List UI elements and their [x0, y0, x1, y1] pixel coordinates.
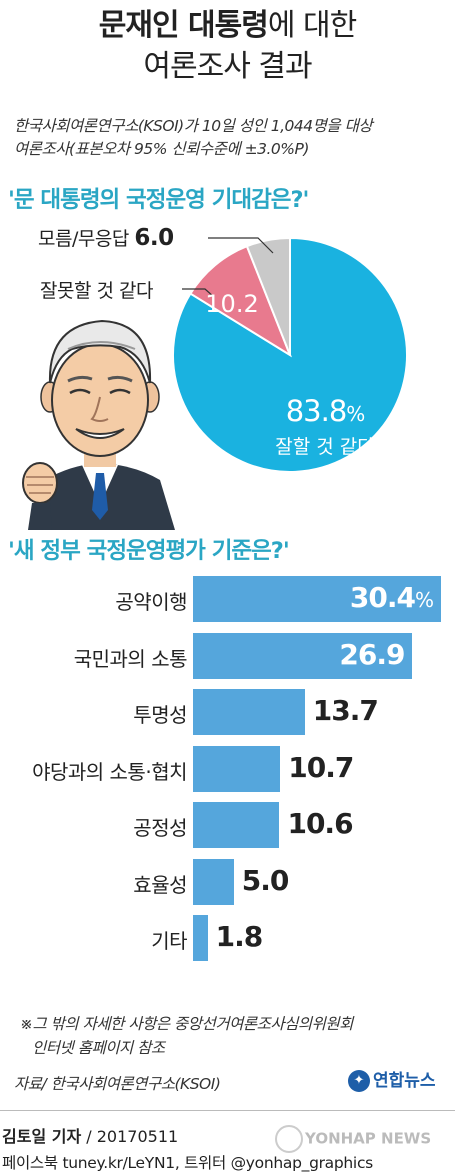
pie-value-positive-num: 83.8	[285, 394, 348, 428]
yonhap-emblem-icon: ✦	[348, 1070, 370, 1092]
watermark-text: YONHAP NEWS	[305, 1129, 432, 1148]
portrait-illustration	[22, 319, 175, 530]
pie-chart	[172, 236, 408, 473]
bar-value-label: 13.7	[312, 694, 379, 727]
pie-value-no-answer: 6.0	[134, 225, 174, 251]
footnote-line-1: ※그 밖의 자세한 사항은 중앙선거여론조사심의위원회	[20, 1015, 353, 1033]
pie-label-positive-text: 잘할 것 같다	[275, 436, 375, 458]
pie-label-no-answer-text: 모름/무응답	[38, 228, 129, 250]
bar-value-label: 5.0	[241, 863, 290, 897]
yonhap-logo-text: 연합뉴스	[373, 1071, 436, 1091]
divider	[0, 1110, 455, 1111]
title-rest: 에 대한	[267, 8, 357, 43]
page-title: 문재인 대통령에 대한 여론조사 결과	[0, 6, 455, 88]
pie-value-positive: 83.8% 잘할 것 같다	[250, 394, 400, 459]
watermark: YONHAP NEWS	[275, 1125, 431, 1153]
footnote-line-2: 인터넷 홈페이지 참조	[32, 1039, 165, 1057]
bar-category-label: 기타	[151, 929, 187, 953]
watermark-emblem-icon	[275, 1125, 303, 1153]
bar-category-label: 공정성	[133, 816, 187, 840]
pie-label-negative-text: 잘못할 것 같다	[40, 280, 153, 302]
sns-info: 페이스북 tuney.kr/LeYN1, 트위터 @yonhap_graphic…	[2, 1154, 373, 1172]
bar	[193, 689, 305, 735]
bar-value-label: 10.6	[287, 807, 353, 840]
survey-line-2: 여론조사(표본오차 95% 신뢰수준에 ±3.0%P)	[14, 140, 309, 158]
bar-value-label: 30.4%	[349, 581, 434, 614]
pie-chart-title: '문 대통령의 국정운영 기대감은?'	[8, 187, 309, 213]
bar-value-label: 10.7	[288, 750, 354, 784]
survey-line-1: 한국사회여론연구소(KSOI)가 10일 성인 1,044명을 대상	[14, 117, 373, 135]
bar	[193, 576, 441, 622]
pie-label-no-answer: 모름/무응답 6.0	[38, 224, 174, 251]
bar	[193, 632, 413, 679]
source: 자료/ 한국사회여론연구소(KSOI)	[14, 1075, 221, 1093]
pie-label-negative: 잘못할 것 같다	[40, 276, 153, 303]
bar	[193, 745, 281, 792]
bar-category-label: 야당과의 소통·협치	[32, 759, 187, 784]
bar-value-label: 1.8	[215, 920, 264, 953]
reporter: 김토일 기자	[2, 1127, 82, 1146]
date: / 20170511	[86, 1127, 179, 1146]
pie-value-negative: 10.2	[205, 290, 259, 318]
yonhap-logo: ✦ 연합뉴스	[348, 1066, 436, 1092]
bar-category-label: 투명성	[133, 703, 187, 727]
pie-slice-negative	[189, 244, 293, 358]
leader-line-negative	[182, 288, 215, 298]
bar-value-label: 26.9	[339, 637, 405, 671]
bar	[193, 858, 234, 905]
bar-category-label: 공약이행	[115, 590, 187, 614]
bar-category-label: 국민과의 소통	[73, 646, 188, 671]
leader-line-no-answer	[208, 237, 274, 254]
bar	[193, 802, 280, 848]
credit: 김토일 기자 / 20170511	[2, 1123, 178, 1147]
bar-chart-title: '새 정부 국정운영평가 기준은?'	[8, 538, 290, 564]
survey-description: 한국사회여론연구소(KSOI)가 10일 성인 1,044명을 대상 여론조사(…	[14, 115, 373, 161]
bar-category-label: 효율성	[133, 872, 187, 897]
title-line2: 여론조사 결과	[143, 49, 312, 84]
pie-value-positive-unit: %	[346, 402, 365, 426]
pie-slice-no-answer	[245, 236, 291, 356]
bar	[193, 915, 208, 961]
footnote: ※그 밖의 자세한 사항은 중앙선거여론조사심의위원회 인터넷 홈페이지 참조	[20, 1012, 353, 1060]
title-bold: 문재인 대통령	[98, 8, 269, 43]
